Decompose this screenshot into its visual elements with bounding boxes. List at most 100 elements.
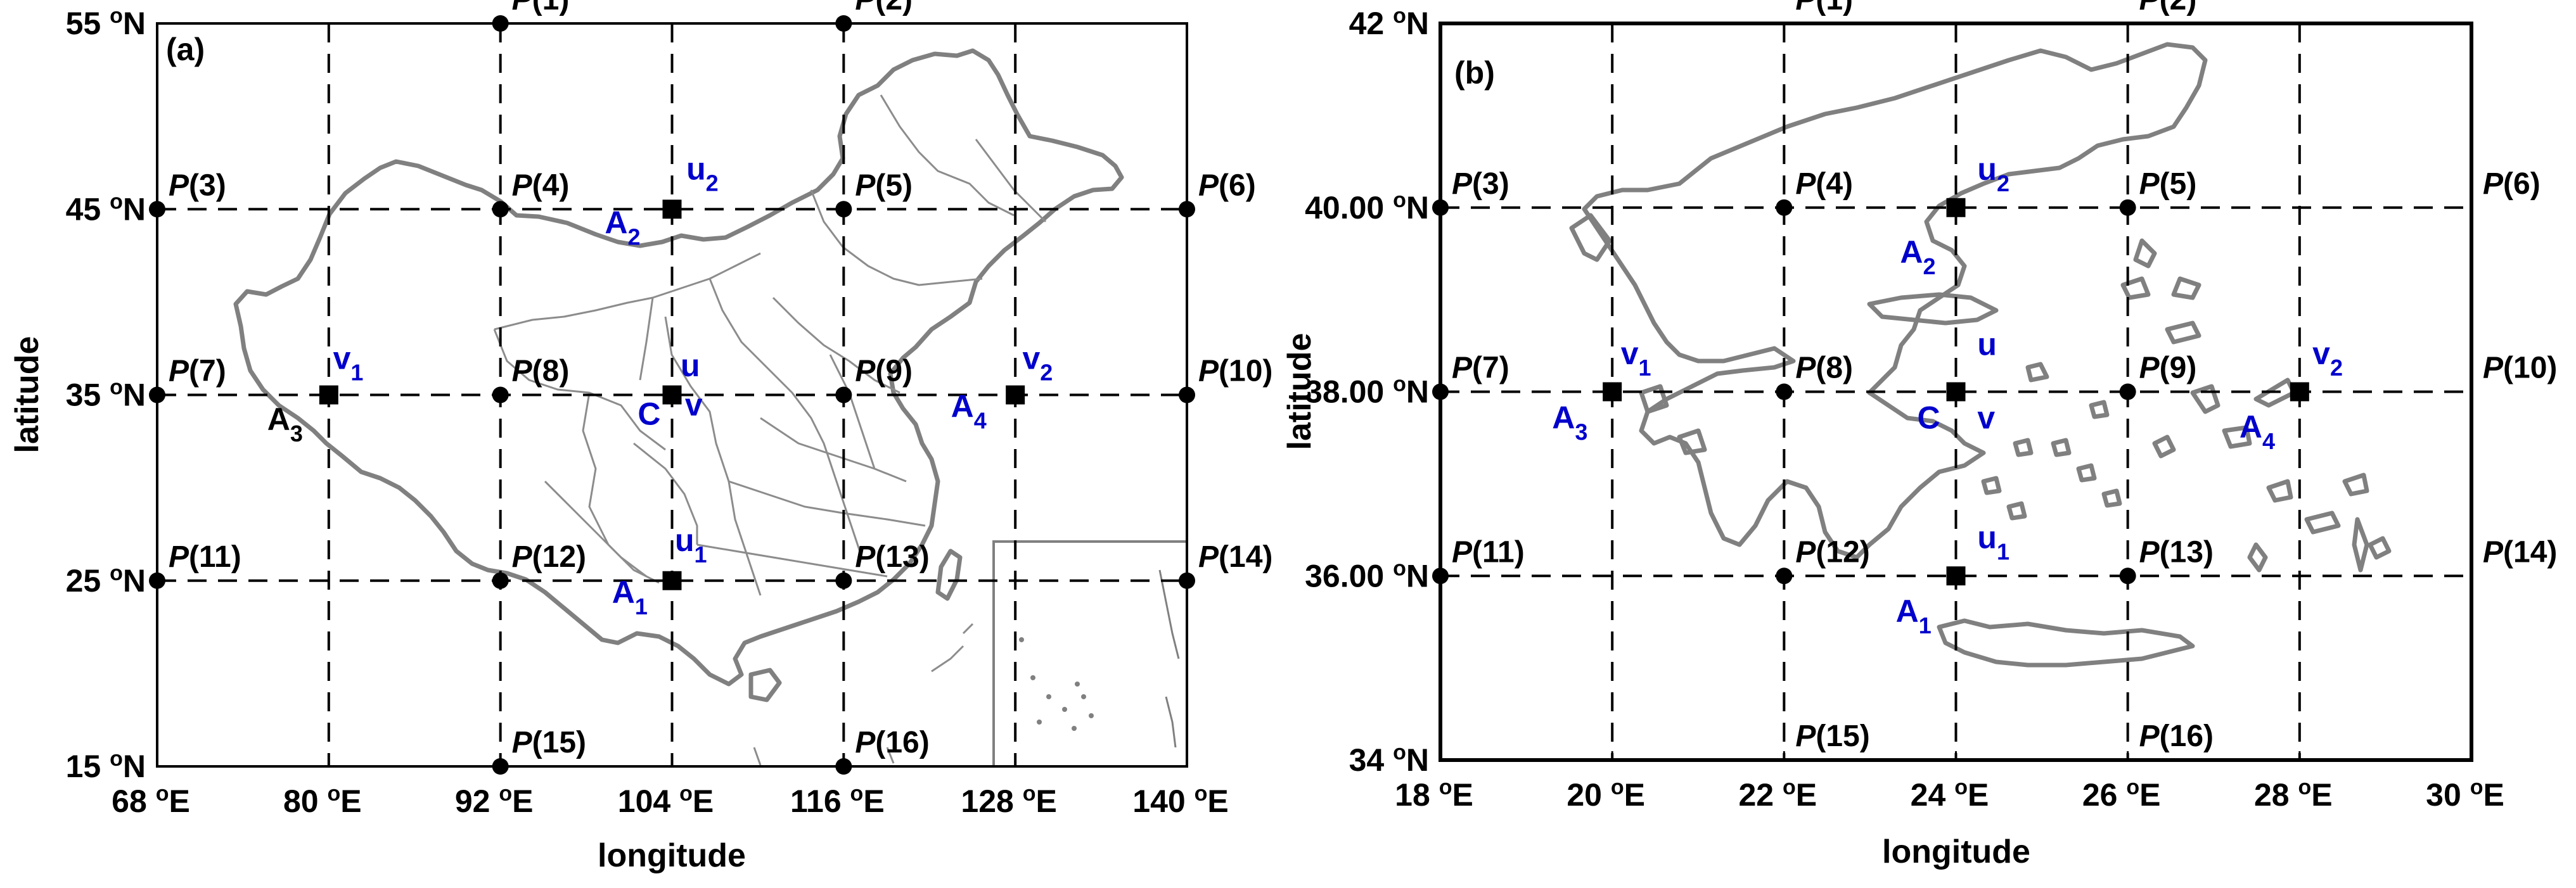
y-tick-label: 40.00 oN xyxy=(1305,188,1429,225)
grid-point-dot xyxy=(835,15,852,32)
symbol-label: A2 xyxy=(605,205,640,250)
x-tick-label: 22 oE xyxy=(1739,775,1817,813)
coastline-offshore xyxy=(753,623,974,766)
grid-point-label: P(16) xyxy=(855,726,929,759)
observation-square xyxy=(662,571,682,590)
grid-point-label: P(11) xyxy=(169,540,241,574)
grid-point-dot xyxy=(149,386,165,403)
y-tick-label: 45 oN xyxy=(66,189,146,227)
grid-point-dot xyxy=(492,15,509,32)
grid-point-label: P(4) xyxy=(1795,167,1853,201)
symbol-label: A3 xyxy=(267,402,303,447)
symbols-b: u2 A2 v1 A3 u C v v2 A4 u1 A1 xyxy=(1552,151,2343,638)
panel-label-b: (b) xyxy=(1454,55,1495,91)
grid-point-label: P(10) xyxy=(2483,352,2557,385)
grid-point-dot xyxy=(835,386,852,403)
x-tick-label: 92 oE xyxy=(455,782,534,819)
grid-point-label: P(7) xyxy=(1452,352,1509,385)
grid-point-dot xyxy=(2119,568,2136,585)
grid-point-dot xyxy=(835,201,852,218)
grid-point-label: P(5) xyxy=(855,168,913,202)
grid-point-dot xyxy=(1776,383,1793,400)
grid-point-label: P(10) xyxy=(1198,355,1272,388)
grid-point-label: P(14) xyxy=(1198,540,1272,574)
grid-point-label: P(1) xyxy=(1795,0,1853,16)
observation-square xyxy=(319,385,338,405)
panel-a-map: 68 oE 80 oE 92 oE 104 oE 116 oE 128 oE 140 oE 1… xyxy=(9,0,1272,874)
x-tick-label: 30 oE xyxy=(2426,775,2504,813)
grid-point-label: P(1) xyxy=(512,0,570,16)
grid-point-dot xyxy=(2119,199,2136,216)
y-tick-label: 36.00 oN xyxy=(1305,556,1429,593)
symbol-label: u2 xyxy=(686,151,719,196)
grid-point-label: P(15) xyxy=(512,726,586,759)
x-tick-label: 104 oE xyxy=(618,782,714,819)
crete-island xyxy=(1937,618,2195,668)
observation-square xyxy=(1946,198,1966,217)
observation-square xyxy=(1946,566,1966,586)
y-axis-label-b: latitude xyxy=(1281,333,1318,450)
symbol-label: v xyxy=(1977,400,1995,436)
grid-point-label: P(16) xyxy=(2139,720,2214,753)
grid-point-dot xyxy=(149,201,165,218)
symbol-label: A4 xyxy=(951,389,987,434)
ticks-a: 68 oE 80 oE 92 oE 104 oE 116 oE 128 oE 140 oE 1… xyxy=(66,4,1229,819)
symbol-label: u1 xyxy=(675,523,707,568)
grid-point-dot xyxy=(1432,383,1449,400)
symbol-label: v xyxy=(685,387,703,422)
grid-point-dot xyxy=(492,572,509,589)
symbol-label: A4 xyxy=(2240,409,2275,454)
symbol-label: v1 xyxy=(333,340,364,385)
greece-mainland xyxy=(1582,42,2208,560)
grid-point-label: P(2) xyxy=(855,0,913,16)
grid-point-dot xyxy=(1432,199,1449,216)
symbol-label: C xyxy=(1917,400,1940,436)
grid-point-dot xyxy=(1776,568,1793,585)
symbol-label: v2 xyxy=(1022,340,1053,385)
observation-square xyxy=(662,200,682,219)
y-tick-label: 35 oN xyxy=(66,376,146,413)
observation-square xyxy=(1603,382,1622,402)
y-tick-label: 25 oN xyxy=(66,561,146,599)
x-tick-label: 24 oE xyxy=(1911,775,1989,813)
symbols-a: u2 A2 v1 A3 uC v v2 A4 u1 A1 xyxy=(267,151,1053,619)
grid-point-label: P(11) xyxy=(1452,535,1525,569)
grid-point-label: P(14) xyxy=(2483,535,2557,569)
grid-point-dot xyxy=(1179,572,1195,589)
grid-point-dot xyxy=(1432,568,1449,585)
grid-point-label: P(15) xyxy=(1795,720,1869,753)
south-china-sea-inset xyxy=(992,540,1188,768)
symbol-label: A2 xyxy=(1900,234,1935,279)
x-tick-label: 128 oE xyxy=(961,782,1056,819)
x-tick-label: 28 oE xyxy=(2254,775,2333,813)
grid-point-label: P(12) xyxy=(1795,535,1869,569)
x-tick-label: 80 oE xyxy=(283,782,362,819)
y-tick-label: 42 oN xyxy=(1349,4,1429,41)
grid-point-dot xyxy=(835,572,852,589)
symbol-label: v1 xyxy=(1621,336,1651,381)
grid-point-label: P(3) xyxy=(1452,167,1509,201)
evia-island xyxy=(1867,292,1999,326)
symbol-label: C xyxy=(638,396,660,431)
grid-point-label: P(9) xyxy=(855,355,913,388)
hainan-island xyxy=(748,668,782,702)
x-tick-label: 140 oE xyxy=(1132,782,1228,819)
symbol-label: u1 xyxy=(1977,520,2009,565)
grid-point-dot xyxy=(149,572,165,589)
y-tick-label: 15 oN xyxy=(66,747,146,784)
x-tick-label: 18 oE xyxy=(1395,775,1473,813)
symbol-label: u2 xyxy=(1977,151,2009,196)
grid-point-label: P(13) xyxy=(2139,535,2214,569)
grid-point-label: P(9) xyxy=(2139,352,2197,385)
grid-point-label: P(5) xyxy=(2139,167,2197,201)
x-tick-label: 20 oE xyxy=(1567,775,1645,813)
ticks-b: 18 oE 20 oE 22 oE 24 oE 26 oE 28 oE 30 oE 34 oN… xyxy=(1305,4,2504,813)
symbol-label: u xyxy=(1977,326,1997,362)
grid-point-label: P(8) xyxy=(1795,352,1853,385)
grid-point-dot xyxy=(1179,201,1195,218)
x-axis-label-b: longitude xyxy=(1882,834,2030,870)
observation-square xyxy=(1006,385,1025,405)
panel-label-a: (a) xyxy=(166,32,205,67)
y-tick-label: 38.00 oN xyxy=(1305,372,1429,410)
